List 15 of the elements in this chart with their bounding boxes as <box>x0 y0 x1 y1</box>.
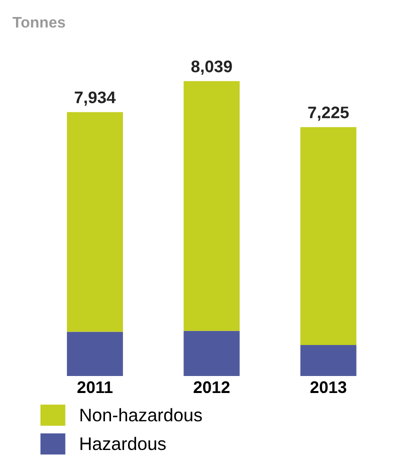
annotation: 7,225 <box>308 106 349 121</box>
bar <box>66 112 123 332</box>
x-tick-label: 2013 <box>310 381 346 394</box>
annotation: 7,934 <box>74 91 116 106</box>
bar <box>184 330 240 376</box>
legend-label: Non-hazardous <box>80 408 202 422</box>
bar <box>300 127 356 346</box>
legend-label: Hazardous <box>80 436 166 450</box>
bar <box>66 332 123 376</box>
x-tick-label: 2011 <box>77 381 113 394</box>
annotation: 8,039 <box>191 60 232 75</box>
bar <box>300 345 356 376</box>
x-tick-label: 2012 <box>194 381 230 394</box>
chart-title: Tonnes <box>12 17 66 28</box>
bar <box>184 81 240 331</box>
